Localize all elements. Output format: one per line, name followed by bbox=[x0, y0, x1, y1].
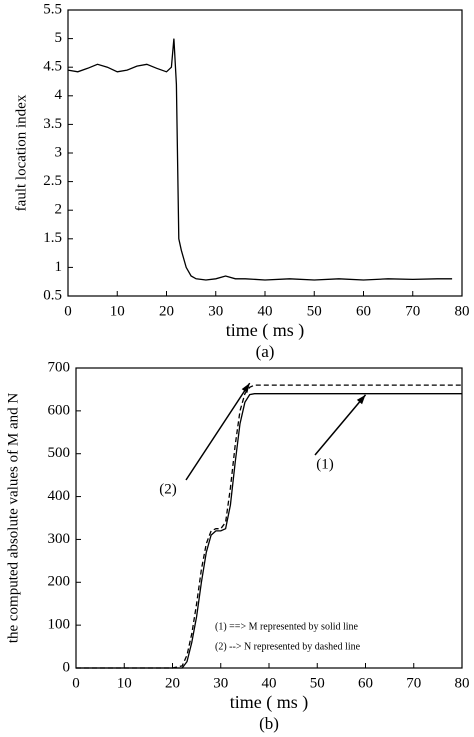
caption: (b) bbox=[259, 714, 279, 733]
y-tick-label: 3 bbox=[55, 144, 63, 160]
x-tick-label: 70 bbox=[406, 675, 421, 691]
x-tick-label: 0 bbox=[64, 303, 72, 319]
y-tick-label: 1.5 bbox=[43, 230, 62, 246]
annotation-arrow bbox=[314, 394, 367, 456]
arrow-head bbox=[241, 383, 250, 393]
y-axis-label: fault location index bbox=[13, 94, 29, 211]
y-tick-label: 4.5 bbox=[43, 59, 62, 75]
x-axis-label: time ( ms ) bbox=[226, 320, 305, 341]
y-tick-label: 100 bbox=[48, 617, 71, 633]
x-tick-label: 30 bbox=[213, 675, 228, 691]
annotation: (1) bbox=[316, 456, 334, 472]
y-tick-label: 400 bbox=[48, 488, 71, 504]
plot-frame bbox=[67, 9, 463, 297]
series-line bbox=[76, 384, 462, 669]
y-tick-label: 2.5 bbox=[43, 173, 62, 189]
x-tick-label: 60 bbox=[356, 303, 371, 319]
x-tick-label: 20 bbox=[159, 303, 174, 319]
y-tick-label: 600 bbox=[48, 402, 71, 418]
arrow-head bbox=[356, 394, 366, 405]
x-tick-label: 10 bbox=[117, 675, 132, 691]
x-tick-label: 80 bbox=[455, 675, 470, 691]
x-tick-label: 20 bbox=[165, 675, 180, 691]
y-tick-label: 0 bbox=[63, 659, 71, 675]
y-tick-label: 0.5 bbox=[43, 287, 62, 303]
y-tick-label: 700 bbox=[48, 359, 71, 375]
x-tick-label: 60 bbox=[358, 675, 373, 691]
legend-entry: (2) --> N represented by dashed line bbox=[215, 641, 361, 652]
y-tick-label: 4 bbox=[55, 87, 63, 103]
y-tick-label: 1 bbox=[55, 259, 63, 275]
series-line bbox=[76, 393, 462, 669]
x-tick-label: 40 bbox=[258, 303, 273, 319]
y-tick-label: 3.5 bbox=[43, 116, 62, 132]
annotation-arrow bbox=[185, 382, 251, 481]
x-tick-label: 0 bbox=[72, 675, 80, 691]
caption: (a) bbox=[256, 342, 275, 361]
annotation: (2) bbox=[159, 481, 177, 497]
y-tick-label: 5.5 bbox=[43, 1, 62, 17]
x-tick-label: 30 bbox=[208, 303, 223, 319]
data-line bbox=[67, 38, 453, 281]
x-axis-label: time ( ms ) bbox=[230, 692, 309, 713]
y-tick-label: 2 bbox=[55, 202, 63, 218]
x-tick-label: 50 bbox=[310, 675, 325, 691]
y-axis-label: the computed absolute values of M and N bbox=[5, 393, 21, 644]
y-tick-label: 300 bbox=[48, 531, 71, 547]
y-tick-label: 5 bbox=[55, 30, 63, 46]
x-tick-label: 70 bbox=[405, 303, 420, 319]
x-tick-label: 10 bbox=[110, 303, 125, 319]
x-tick-label: 50 bbox=[307, 303, 322, 319]
y-tick-label: 500 bbox=[48, 445, 71, 461]
x-tick-label: 80 bbox=[455, 303, 470, 319]
x-tick-label: 40 bbox=[262, 675, 277, 691]
y-tick-label: 200 bbox=[48, 574, 71, 590]
legend-entry: (1) ==> M represented by solid line bbox=[215, 621, 359, 632]
